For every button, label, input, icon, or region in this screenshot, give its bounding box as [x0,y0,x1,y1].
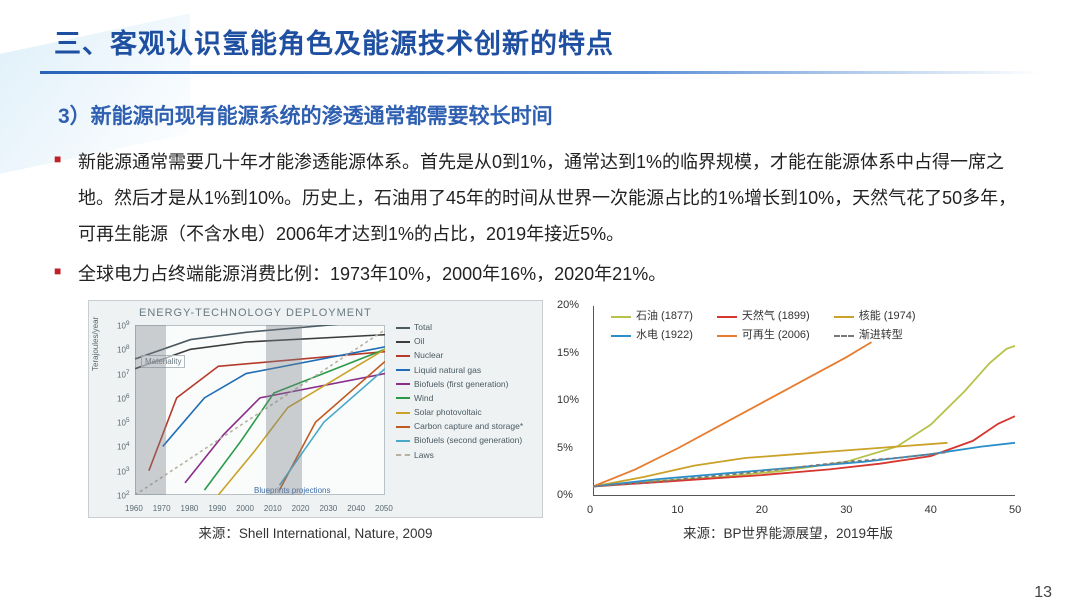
right-chart: 石油 (1877)天然气 (1899)核能 (1974)水电 (1922)可再生… [553,300,1023,518]
left-chart-ylabel: Terajoules/year [91,317,100,371]
slide-content: 三、客观认识氢能角色及能源技术创新的特点 3）新能源向现有能源系统的渗透通常都需… [0,0,1080,542]
left-chart-svg [135,325,385,495]
page-number: 13 [1034,584,1052,602]
right-chart-block: 石油 (1877)天然气 (1899)核能 (1974)水电 (1922)可再生… [553,300,1023,542]
title-bar: 三、客观认识氢能角色及能源技术创新的特点 [0,0,1080,61]
bullet-item: 新能源通常需要几十年才能渗透能源体系。首先是从0到1%，通常达到1%的临界规模，… [78,144,1028,252]
bullet-item: 全球电力占终端能源消费比例：1973年10%，2000年16%，2020年21%… [78,256,1028,292]
charts-row: ENERGY-TECHNOLOGY DEPLOYMENT Terajoules/… [0,296,1080,542]
left-chart-caption: 来源：Shell International, Nature, 2009 [198,522,432,542]
right-chart-caption: 来源：BP世界能源展望，2019年版 [683,522,893,542]
right-chart-legend: 石油 (1877)天然气 (1899)核能 (1974)水电 (1922)可再生… [611,308,916,344]
bullet-list: 新能源通常需要几十年才能渗透能源体系。首先是从0到1%，通常达到1%的临界规模，… [0,130,1080,292]
left-chart-block: ENERGY-TECHNOLOGY DEPLOYMENT Terajoules/… [88,300,543,542]
left-chart: ENERGY-TECHNOLOGY DEPLOYMENT Terajoules/… [88,300,543,518]
sub-heading: 3）新能源向现有能源系统的渗透通常都需要较长时间 [0,74,1080,130]
left-chart-legend: TotalOilNuclearLiquid natural gasBiofuel… [396,321,536,463]
left-chart-title: ENERGY-TECHNOLOGY DEPLOYMENT [139,307,372,319]
slide-title: 三、客观认识氢能角色及能源技术创新的特点 [54,22,1080,61]
